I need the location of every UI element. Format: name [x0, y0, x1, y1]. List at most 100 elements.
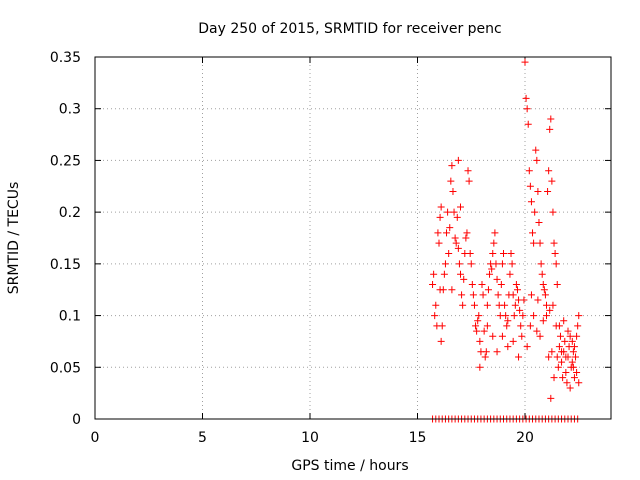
data-point: [537, 260, 545, 268]
data-point: [534, 187, 542, 195]
data-point: [547, 115, 555, 123]
data-point: [559, 374, 567, 382]
data-point: [568, 337, 576, 345]
data-point: [573, 368, 581, 376]
data-point: [572, 353, 580, 361]
data-point: [494, 291, 502, 299]
data-point: [482, 348, 490, 356]
data-point: [518, 332, 526, 340]
y-tick-label: 0.1: [59, 309, 81, 325]
data-point: [526, 182, 534, 190]
data-point: [541, 291, 549, 299]
data-point: [478, 281, 486, 289]
data-point: [445, 250, 453, 258]
data-point: [450, 208, 458, 216]
data-point: [549, 301, 557, 309]
data-point: [569, 363, 577, 371]
data-point: [568, 358, 576, 366]
data-point: [444, 208, 452, 216]
data-point: [448, 162, 456, 170]
data-point: [516, 306, 524, 314]
data-point: [562, 368, 570, 376]
data-point: [521, 58, 529, 66]
data-point: [432, 301, 440, 309]
data-point: [489, 250, 497, 258]
data-point: [538, 270, 546, 278]
data-point: [502, 312, 510, 320]
data-point: [435, 239, 443, 247]
data-point: [552, 260, 560, 268]
x-tick-label: 5: [198, 430, 207, 446]
data-point: [458, 291, 466, 299]
data-point: [498, 260, 506, 268]
data-point: [548, 348, 556, 356]
data-point: [469, 291, 477, 299]
y-tick-label: 0.2: [59, 205, 81, 221]
data-point: [438, 322, 446, 330]
data-point: [455, 260, 463, 268]
data-point: [524, 120, 532, 128]
data-point: [527, 291, 535, 299]
data-point: [489, 332, 497, 340]
x-tick-labels: 0 5 10 15 20: [91, 430, 534, 446]
data-point: [513, 286, 521, 294]
data-point: [546, 306, 554, 314]
data-point: [550, 239, 558, 247]
data-point: [464, 167, 472, 175]
data-point: [553, 281, 561, 289]
data-point: [540, 286, 548, 294]
data-point: [483, 301, 491, 309]
data-point: [509, 291, 517, 299]
data-point: [465, 177, 473, 185]
data-point: [449, 187, 457, 195]
data-point: [564, 327, 572, 335]
x-tick-label: 0: [91, 430, 100, 446]
data-point: [473, 327, 481, 335]
data-point: [488, 265, 496, 273]
data-point: [504, 317, 512, 325]
data-point: [493, 275, 501, 283]
data-point: [431, 312, 439, 320]
data-point: [560, 317, 568, 325]
data-point: [457, 270, 464, 278]
data-point: [555, 322, 563, 330]
data-point: [558, 348, 566, 356]
data-point: [547, 394, 555, 402]
data-point: [441, 260, 449, 268]
data-point: [545, 353, 553, 361]
data-point: [512, 281, 520, 289]
data-point: [451, 234, 459, 242]
data-point: [522, 94, 530, 102]
data-point: [555, 343, 563, 351]
data-point: [457, 203, 464, 211]
data-point: [539, 281, 547, 289]
data-point: [479, 291, 487, 299]
data-point: [470, 301, 478, 309]
data-point: [468, 281, 476, 289]
data-point: [546, 125, 554, 133]
data-point: [460, 275, 468, 283]
data-point: [504, 343, 512, 351]
grid-lines: [95, 57, 611, 419]
data-point: [490, 239, 498, 247]
data-point: [574, 322, 582, 330]
data-point: [533, 156, 541, 164]
data-points: [429, 58, 583, 423]
data-point: [497, 281, 505, 289]
data-point: [509, 337, 517, 345]
data-point: [526, 322, 534, 330]
data-point: [533, 327, 541, 335]
data-point: [436, 286, 444, 294]
data-point: [519, 312, 527, 320]
data-point: [529, 229, 537, 237]
data-point: [531, 208, 539, 216]
data-point: [467, 260, 475, 268]
data-point: [536, 239, 544, 247]
data-point: [549, 208, 557, 216]
data-point: [510, 312, 518, 320]
y-tick-label: 0: [72, 412, 81, 428]
data-point: [548, 177, 556, 185]
x-tick-label: 15: [409, 430, 427, 446]
data-point: [539, 317, 547, 325]
data-point: [501, 301, 509, 309]
